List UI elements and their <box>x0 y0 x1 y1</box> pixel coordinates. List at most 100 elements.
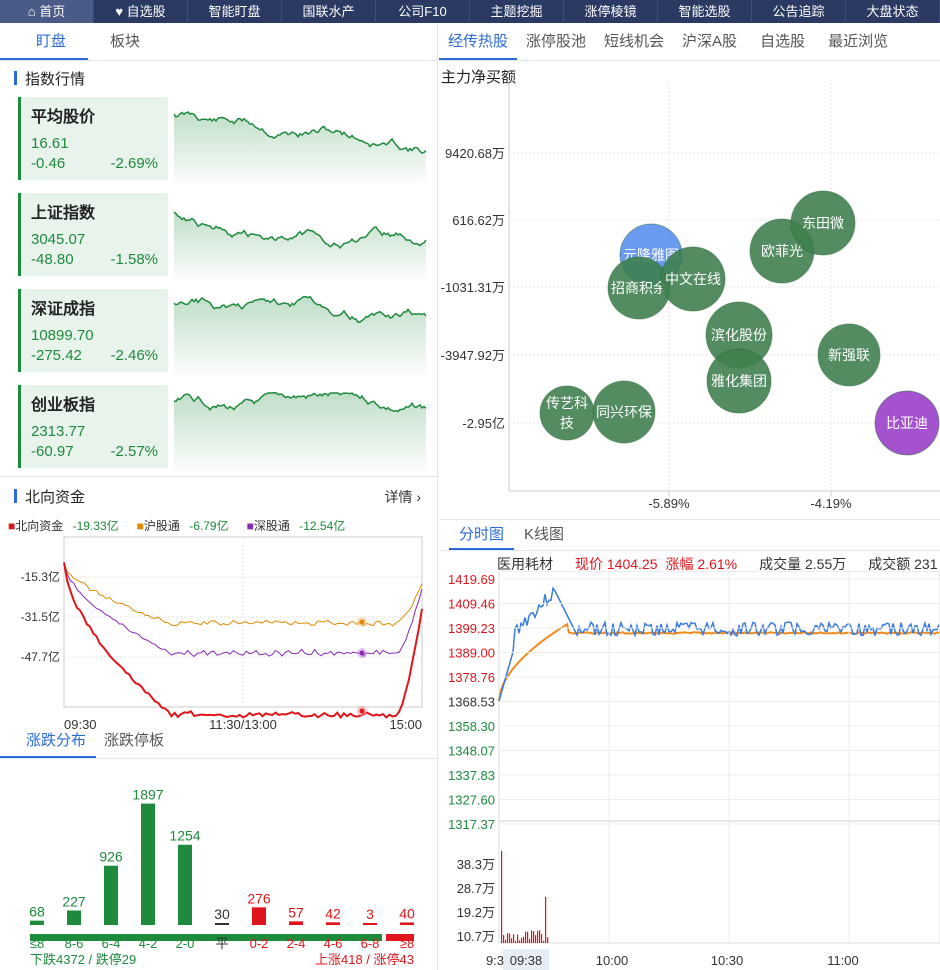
volume-bar <box>525 931 527 943</box>
down-count-label: 下跌4372 / 跌停29 <box>30 952 136 967</box>
north-marker <box>359 708 365 714</box>
tab-dist[interactable]: 涨跌分布 <box>0 723 97 758</box>
nav-smart-watch[interactable]: 智能盯盘 <box>188 0 282 23</box>
intraday-ytick: 1327.60 <box>448 793 495 808</box>
intraday-tabs: 分时图 K线图 <box>439 519 940 551</box>
tab-kline[interactable]: K线图 <box>524 526 565 543</box>
index-card-sz[interactable]: 深证成指 10899.70 -275.42 -2.46% <box>18 289 168 372</box>
volume-bar <box>519 940 521 943</box>
ratio-up-bar <box>386 934 414 941</box>
right-tabs: 经传热股 涨停股池 短线机会 沪深A股 自选股 最近浏览 <box>439 23 940 61</box>
intraday-amount: 成交额 231 <box>868 556 938 572</box>
legend-sh: ■沪股通 -6.79亿 <box>136 519 229 533</box>
dist-value: 40 <box>399 905 415 921</box>
dist-category: 4-2 <box>139 936 158 951</box>
dist-value: 3 <box>366 906 374 922</box>
dist-category: 0-2 <box>250 936 269 951</box>
index-card-avg[interactable]: 平均股价 16.61 -0.46 -2.69% <box>18 97 168 180</box>
volume-bar <box>513 934 515 943</box>
tab-recent[interactable]: 最近浏览 <box>828 33 889 50</box>
bubble-ytick: -1031.31万 <box>441 280 505 295</box>
volume-bar <box>543 940 545 943</box>
bubble-ylabel: 主力净买额 <box>441 69 517 86</box>
nav-watchlist[interactable]: ♥ 自选股 <box>94 0 188 23</box>
tab-ashare[interactable]: 沪深A股 <box>682 33 738 50</box>
volume-ytick: 28.7万 <box>457 881 495 896</box>
dist-bar <box>30 920 44 925</box>
dist-category: 6-8 <box>361 936 380 951</box>
bubble-ytick: -2.95亿 <box>462 416 505 431</box>
bubble <box>592 380 656 444</box>
index-card-sh[interactable]: 上证指数 3045.07 -48.80 -1.58% <box>18 193 168 276</box>
tab-short[interactable]: 短线机会 <box>604 33 665 50</box>
intraday-xtick: 9:3 <box>486 953 504 968</box>
intraday-xtick: 11:00 <box>827 953 859 968</box>
ratio-down-bar <box>30 934 382 941</box>
tab-limit[interactable]: 涨跌停板 <box>104 732 165 749</box>
dist-value: 1897 <box>132 787 163 803</box>
volume-bar <box>521 937 523 943</box>
bubble <box>874 390 940 456</box>
dist-category: 2-0 <box>176 936 195 951</box>
north-xtick: 09:30 <box>64 717 97 732</box>
north-xtick: 15:00 <box>389 717 422 732</box>
volume-bar <box>527 931 529 943</box>
bubble-ytick: 9420.68万 <box>445 146 505 161</box>
nav-limit-prism[interactable]: 涨停棱镜 <box>564 0 658 23</box>
volume-bar <box>515 941 517 943</box>
index-section-header: 指数行情 <box>0 61 437 95</box>
tab-self[interactable]: 自选股 <box>760 33 806 50</box>
volume-ytick: 10.7万 <box>457 929 495 944</box>
dist-bar <box>104 865 118 925</box>
nav-notice[interactable]: 公告追踪 <box>752 0 846 23</box>
dist-value: 30 <box>214 906 230 922</box>
north-detail-link[interactable]: 详情 › <box>384 489 421 505</box>
intraday-ytick: 1399.23 <box>448 621 495 636</box>
intraday-name: 医用耗材 <box>497 556 553 572</box>
tab-limit-pool[interactable]: 涨停股池 <box>526 33 587 50</box>
bubble-label: 欧菲光 <box>761 243 803 259</box>
dist-category: ≤8 <box>30 936 44 951</box>
north-divider <box>0 476 437 477</box>
index-sparkline-sh <box>173 211 427 278</box>
legend-north: ■北向资金 -19.33亿 <box>8 519 119 533</box>
up-count-label: 上涨418 / 涨停43 <box>315 952 414 967</box>
chevron-right-icon: › <box>416 489 421 505</box>
volume-bar <box>545 897 547 943</box>
bubble-label: 招商积余 <box>611 280 667 296</box>
dist-bar <box>363 923 377 925</box>
dist-category: 平 <box>215 936 228 951</box>
intraday-avg-line <box>498 622 940 702</box>
tab-intraday[interactable]: 分时图 <box>449 520 515 550</box>
volume-bar <box>503 935 505 943</box>
intraday-ytick: 1348.07 <box>448 744 495 759</box>
dist-category: 6-4 <box>102 936 121 951</box>
tab-watch[interactable]: 盯盘 <box>0 23 89 60</box>
nav-theme[interactable]: 主题挖掘 <box>470 0 564 23</box>
left-panel: 盯盘 板块 指数行情 平均股价 16.61 -0.46 -2.69% 上证指数 3… <box>0 23 438 970</box>
nav-smart-pick[interactable]: 智能选股 <box>658 0 752 23</box>
volume-bar <box>541 933 543 943</box>
index-card-cyb[interactable]: 创业板指 2313.77 -60.97 -2.57% <box>18 385 168 468</box>
nav-stock[interactable]: 国联水产 <box>282 0 376 23</box>
tab-hot[interactable]: 经传热股 <box>439 23 518 60</box>
intraday-header: 医用耗材 现价 1404.25 涨幅 2.61% 成交量 2.55万 成交额 2… <box>497 554 937 574</box>
intraday-chart: 1419.69 1409.46 1399.23 1389.00 1378.76 1368.… <box>448 571 940 970</box>
intraday-ytick: 1368.53 <box>448 695 495 710</box>
volume-bar <box>511 938 513 943</box>
dist-bar <box>326 922 340 925</box>
north-chart: -15.3亿 -31.5亿 -47.7亿 09:30 11:30/13:00 1… <box>21 536 423 732</box>
dist-bar <box>289 921 303 925</box>
north-marker <box>359 650 365 656</box>
volume-bar <box>529 938 531 943</box>
nav-market-status[interactable]: 大盘状态 <box>846 0 940 23</box>
nav-home[interactable]: ⌂ 首页 <box>0 0 94 23</box>
dist-bar <box>141 803 155 925</box>
intraday-ytick: 1389.00 <box>448 646 495 661</box>
north-ytick: -31.5亿 <box>21 609 60 624</box>
nav-f10[interactable]: 公司F10 <box>376 0 470 23</box>
dist-value: 68 <box>29 904 45 920</box>
tab-sector[interactable]: 板块 <box>110 33 141 50</box>
right-panel: 经传热股 涨停股池 短线机会 沪深A股 自选股 最近浏览 主力净买额 9420.… <box>439 23 940 970</box>
dist-bar <box>178 844 192 925</box>
